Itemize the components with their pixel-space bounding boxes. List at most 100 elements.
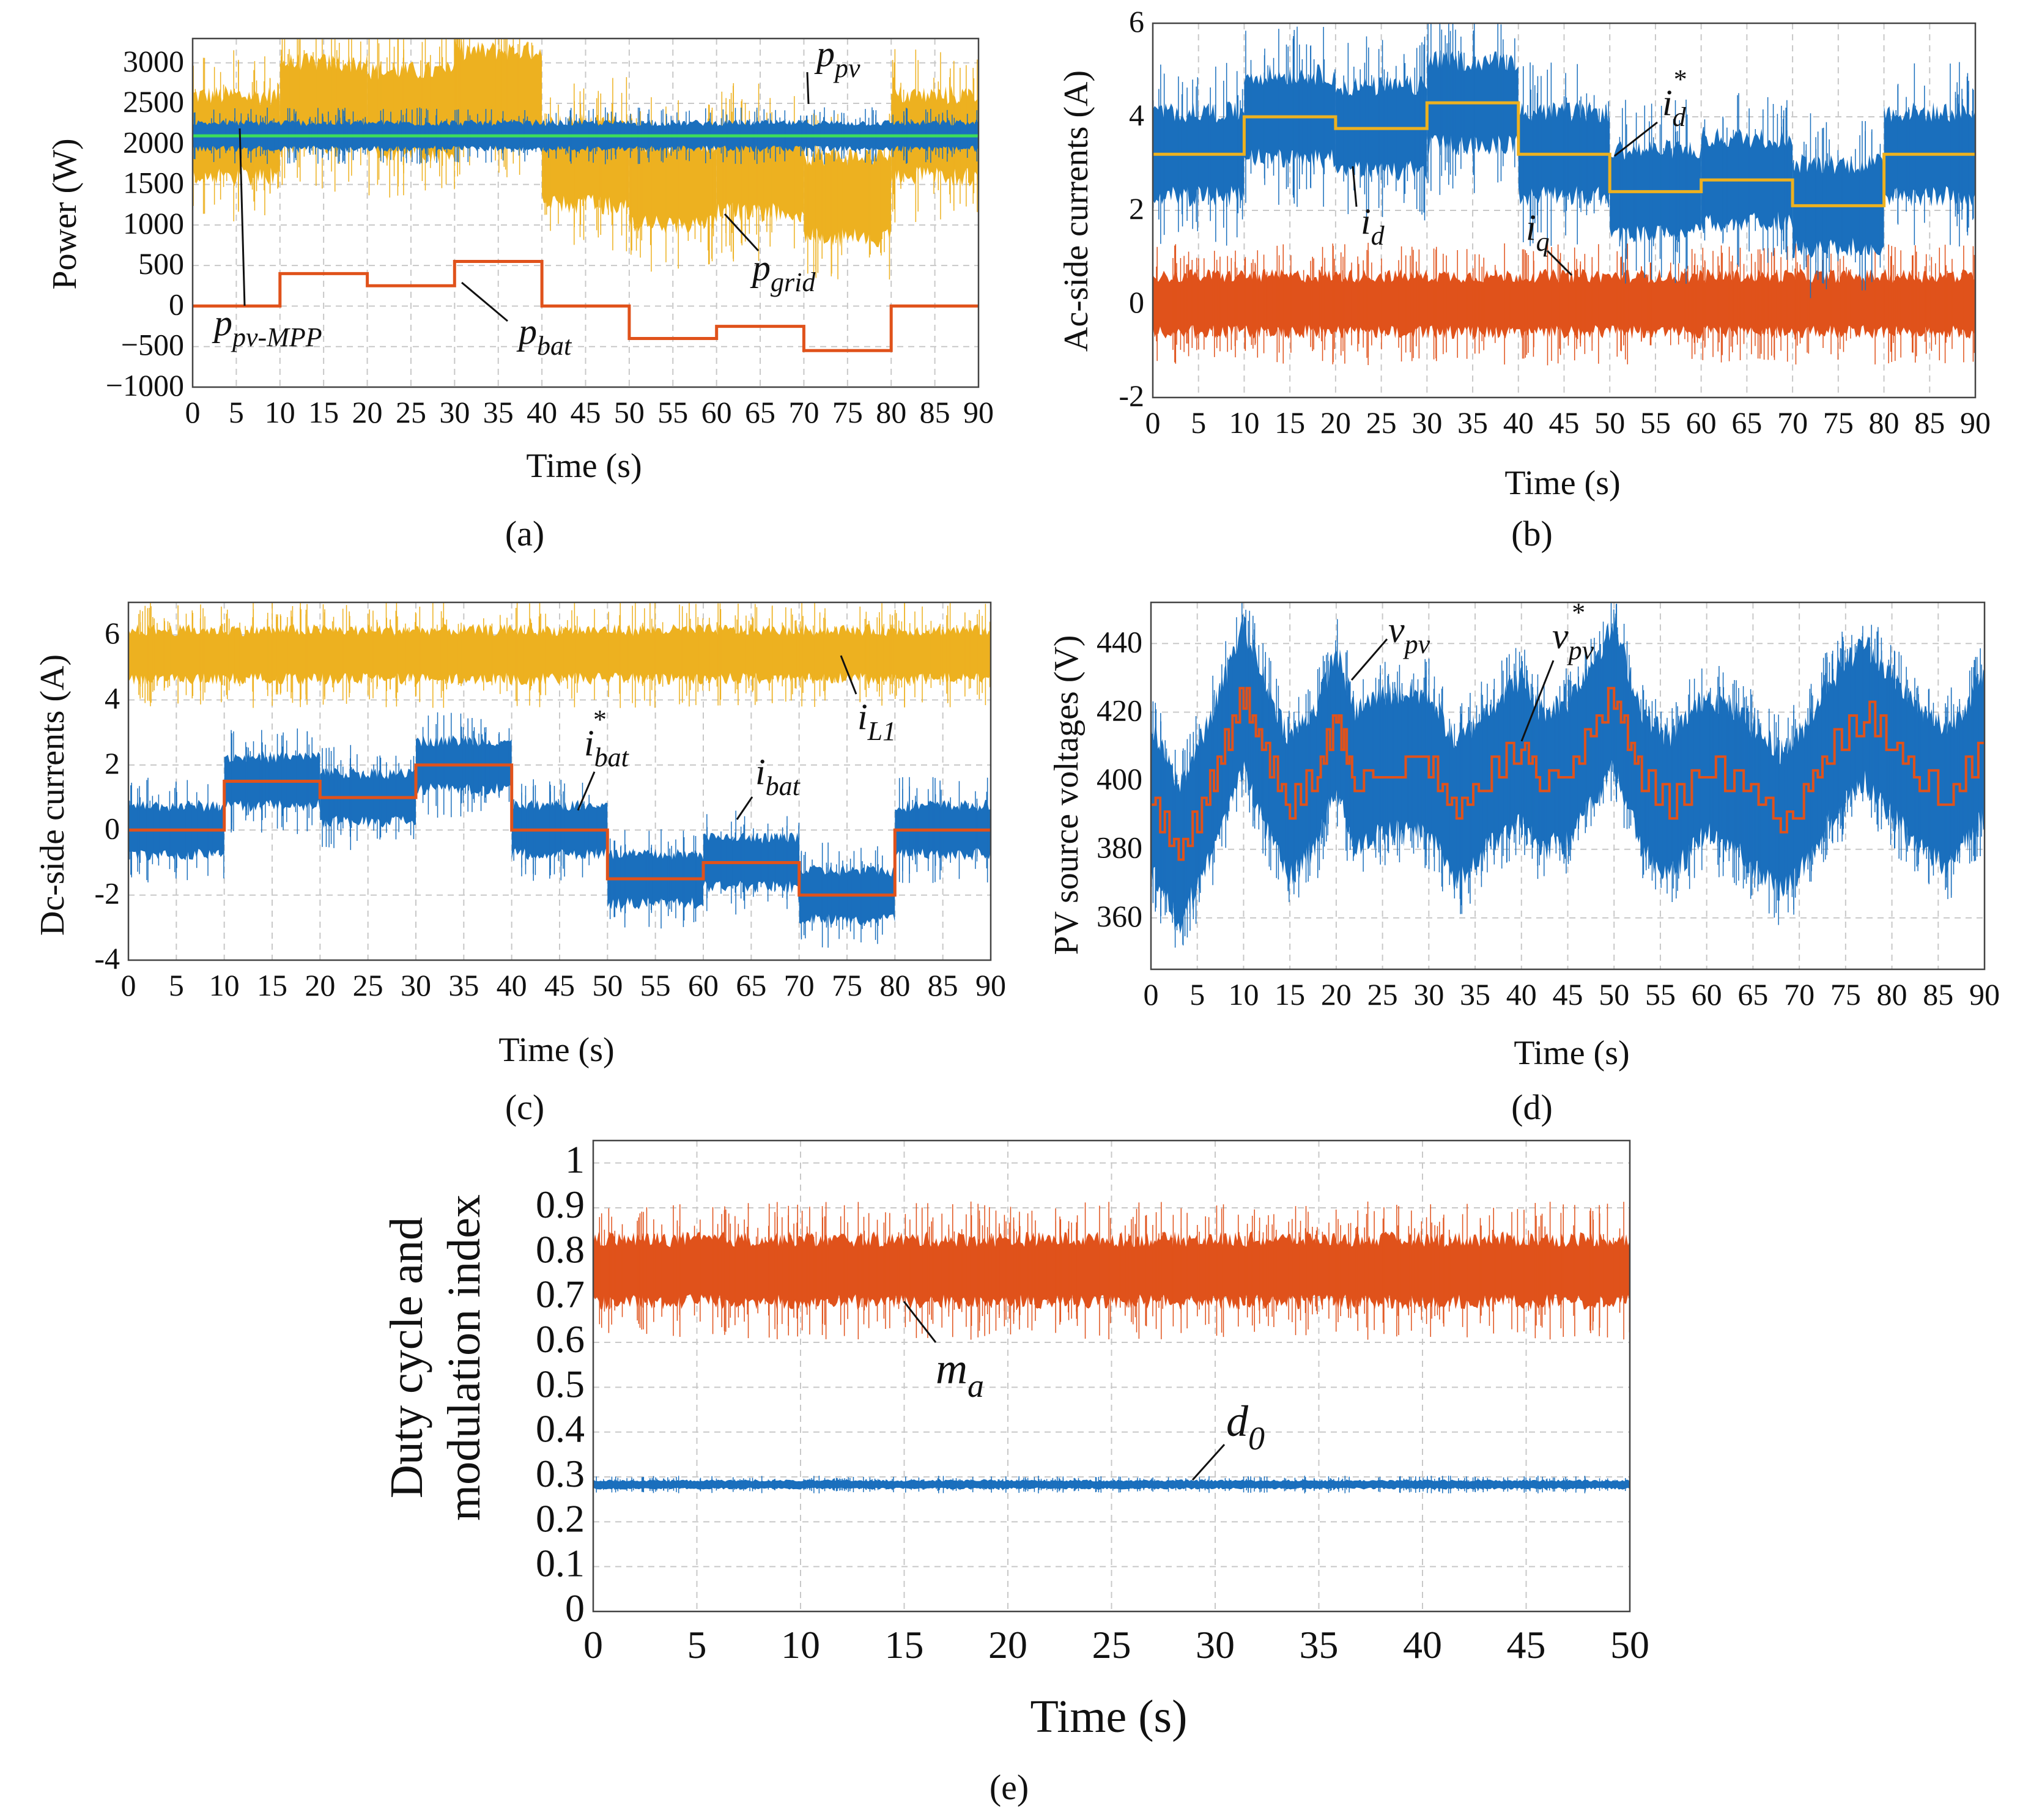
x-tick-label: 85 — [1923, 977, 1953, 1012]
y-tick-label: 380 — [1097, 830, 1142, 865]
y-tick-label: 0.4 — [536, 1407, 585, 1451]
x-tick-label: 15 — [1275, 405, 1305, 440]
annotation-v-pv-star-main: v — [1552, 616, 1569, 656]
y-tick-label: 6 — [105, 616, 120, 650]
annotation-p-pv-mpp: ppv-MPP — [212, 128, 322, 352]
svg-text:vpv: vpv — [1388, 610, 1430, 659]
annotation-i-d: id — [1352, 166, 1385, 251]
annotation-i-bat-star-main: i — [584, 723, 594, 763]
annotation-v-pv: vpv — [1350, 610, 1430, 681]
svg-text:id: id — [1361, 201, 1385, 251]
panel-a-frame — [191, 37, 980, 388]
annotation-p-pv-mpp-main: p — [212, 303, 232, 343]
y-tick-label: 4 — [105, 681, 120, 716]
x-tick-label: 10 — [265, 395, 295, 429]
x-tick-label: 80 — [876, 395, 906, 429]
series-v-pv- — [1151, 687, 1985, 861]
y-tick-label: 0.9 — [536, 1183, 585, 1226]
y-tick-label: 0 — [1129, 285, 1144, 319]
x-tick-label: 30 — [1196, 1623, 1235, 1666]
x-tick-label: 10 — [781, 1623, 820, 1666]
x-tick-label: 90 — [963, 395, 994, 429]
annotation-v-pv-sub: pv — [1403, 629, 1430, 659]
x-tick-label: 75 — [832, 968, 862, 1002]
svg-text:pgrid: pgrid — [750, 248, 816, 297]
x-tick-label: 85 — [928, 968, 958, 1002]
x-tick-label: 50 — [1610, 1623, 1649, 1666]
panel-c-frame — [127, 601, 992, 961]
y-tick-label: 1000 — [123, 206, 184, 240]
y-tick-label: −1000 — [106, 368, 184, 402]
y-tick-label: 2000 — [123, 125, 184, 159]
x-tick-label: 0 — [1144, 977, 1159, 1012]
annotation-p-grid-sub: grid — [771, 267, 816, 297]
annotation-i-bat-star-sup: * — [592, 705, 605, 734]
panel-e: 0 5 10 15 20 25 30 35 40 45 5000.10.20.30.40.50.60… — [536, 1138, 1649, 1666]
svg-text:ibat: ibat — [755, 752, 801, 801]
panel-b-label: (b) — [1511, 514, 1553, 553]
y-tick-label: 1500 — [123, 166, 184, 200]
panel-c: 0 5 10 15 20 25 30 35 40 45 50 55 60 65 70 75 80 85 90-4-2… — [94, 601, 1006, 1002]
y-tick-label: 0.5 — [536, 1362, 585, 1405]
x-tick-label: 70 — [784, 968, 815, 1002]
x-tick-label: 55 — [1640, 405, 1671, 440]
x-tick-label: 40 — [1403, 1623, 1442, 1666]
x-tick-label: 55 — [657, 395, 688, 429]
x-tick-label: 30 — [1411, 405, 1442, 440]
x-tick-label: 10 — [1229, 405, 1259, 440]
annotation-m-a-main: m — [936, 1344, 967, 1393]
x-tick-label: 85 — [920, 395, 950, 429]
x-tick-label: 0 — [185, 395, 201, 429]
annotation-i-l1-main: i — [857, 697, 868, 737]
svg-text:id*: id * — [1662, 64, 1687, 132]
series-v-pv-envelope — [1151, 616, 1985, 934]
annotation-i-bat-star-sub: bat — [594, 742, 630, 772]
annotation-d-0-sub: 0 — [1248, 1420, 1265, 1457]
x-tick-label: 25 — [1366, 405, 1397, 440]
series-i-bat- — [128, 763, 991, 897]
x-tick-label: 60 — [701, 395, 732, 429]
x-tick-label: 25 — [353, 968, 383, 1002]
panel-a-label: (a) — [505, 514, 544, 553]
y-tick-label: -4 — [94, 941, 120, 975]
x-tick-label: 65 — [736, 968, 766, 1002]
x-tick-label: 80 — [1869, 405, 1900, 440]
y-tick-label: 1 — [565, 1138, 585, 1182]
panel-b-ylabel: Ac-side currents (A) — [1057, 70, 1095, 352]
x-tick-label: 20 — [352, 395, 383, 429]
x-tick-label: 35 — [1300, 1623, 1339, 1666]
y-tick-label: 3000 — [123, 44, 184, 78]
annotation-i-q: iq — [1526, 207, 1573, 276]
x-tick-label: 55 — [640, 968, 671, 1002]
x-tick-label: 70 — [788, 395, 819, 429]
annotation-i-d-star-sup: * — [1673, 64, 1686, 94]
annotation-i-l1-sub: L1 — [867, 716, 896, 746]
x-tick-label: 0 — [583, 1623, 603, 1666]
series-i-l1-segment — [128, 624, 991, 685]
x-tick-label: 70 — [1784, 977, 1815, 1012]
annotation-i-bat: ibat — [736, 752, 801, 820]
x-tick-label: 50 — [1594, 405, 1625, 440]
x-tick-label: 90 — [975, 968, 1006, 1002]
y-tick-label: 360 — [1097, 899, 1142, 933]
panel-e-ylabel-line1: Duty cycle and — [381, 1217, 432, 1498]
y-tick-label: -2 — [1119, 379, 1144, 413]
annotation-p-bat-main: p — [516, 311, 537, 352]
panel-e-frame — [592, 1139, 1631, 1613]
x-tick-label: 15 — [885, 1623, 924, 1666]
x-tick-label: 90 — [1969, 977, 2000, 1012]
x-tick-label: 75 — [1823, 405, 1854, 440]
panel-d: 0 5 10 15 20 25 30 35 40 45 50 55 60 65 70 75 80 85 90 360 3… — [1097, 601, 2000, 1012]
annotation-v-pv-main: v — [1388, 610, 1405, 650]
panel-b: 0 5 10 15 20 25 30 35 40 45 50 55 60 65 70 75 80 85 90-202… — [1119, 4, 1991, 440]
x-tick-label: 15 — [257, 968, 287, 1002]
annotation-i-d-main: i — [1361, 201, 1371, 242]
series-i-q-segment — [1153, 268, 1975, 339]
x-tick-label: 10 — [209, 968, 240, 1002]
panel-a-xlabel: Time (s) — [526, 447, 642, 485]
panel-a: 0 5 10 15 20 25 30 35 40 45 50 55 60 65 70 75 80 85 90−100… — [106, 37, 994, 429]
y-tick-label: 0.1 — [536, 1542, 585, 1585]
annotation-v-pv-star: vpv * — [1520, 597, 1594, 742]
series-p-bat — [193, 260, 979, 352]
